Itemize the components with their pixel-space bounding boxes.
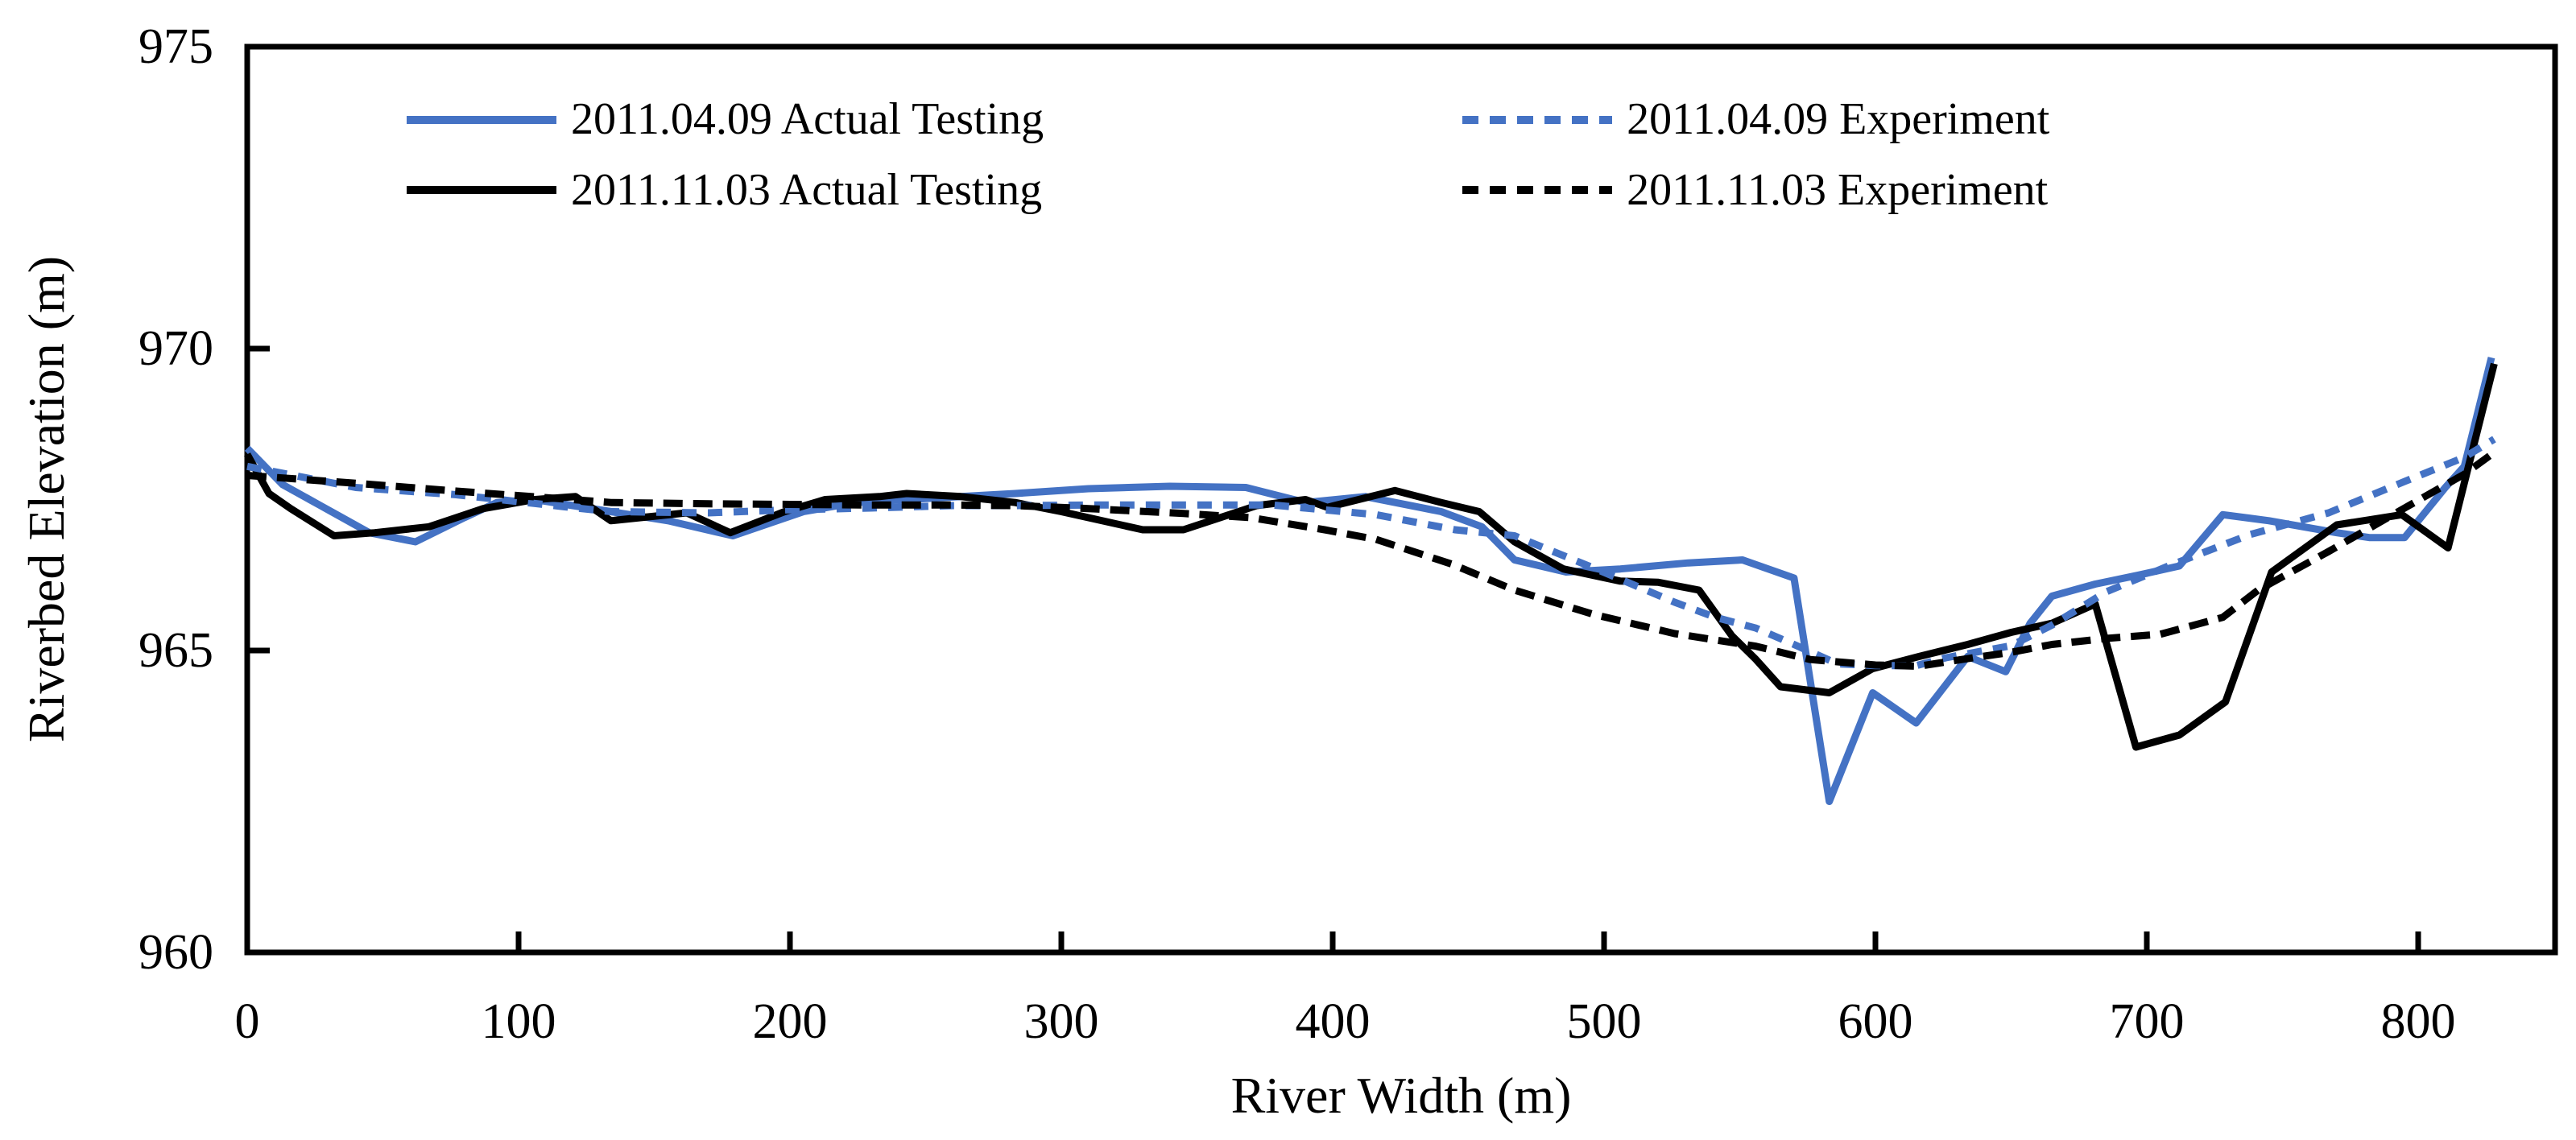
legend-label: 2011.04.09 Actual Testing [571, 94, 1044, 144]
legend-label: 2011.04.09 Experiment [1627, 94, 2050, 144]
legend-item-2011-04-09-experiment: 2011.04.09 Experiment [1462, 94, 2050, 145]
legend-item-2011-11-03-actual: 2011.11.03 Actual Testing [407, 164, 1044, 216]
series-line-3 [246, 449, 2497, 670]
legend-label: 2011.11.03 Experiment [1627, 164, 2049, 215]
legend: 2011.04.09 Actual Testing 2011.04.09 Exp… [407, 94, 2050, 216]
legend-swatch-black-dashed-line [1462, 186, 1613, 195]
plot-border [244, 43, 2558, 956]
legend-item-2011-11-03-experiment: 2011.11.03 Experiment [1462, 164, 2049, 216]
legend-label: 2011.11.03 Actual Testing [571, 164, 1043, 215]
legend-swatch-blue-solid-line [407, 115, 556, 124]
series-line-0 [244, 357, 2495, 805]
series-line-1 [244, 362, 2498, 751]
legend-swatch-black-solid-line [407, 186, 556, 195]
series-line-2 [246, 436, 2496, 670]
legend-swatch-blue-dashed-line [1462, 115, 1613, 124]
legend-item-2011-04-09-actual: 2011.04.09 Actual Testing [407, 94, 1044, 145]
